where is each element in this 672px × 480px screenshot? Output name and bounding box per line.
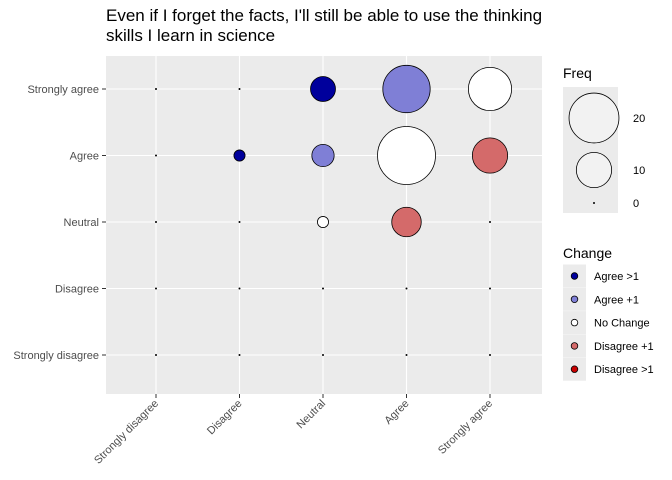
size-legend-key-20	[568, 92, 620, 144]
color-legend-key-agree-1	[570, 295, 579, 303]
point-strongly-disagree-strongly-disagree	[155, 354, 157, 356]
point-neutral-strongly-agree	[310, 76, 336, 102]
color-legend-key-disagree-1	[570, 365, 579, 373]
color-legend-label-no-change: No Change	[594, 318, 650, 330]
size-legend: Freq 20 10 0	[563, 65, 645, 213]
size-legend-label-10: 10	[633, 165, 645, 177]
point-agree-agree	[377, 126, 436, 185]
point-strongly-agree-neutral	[489, 221, 491, 223]
point-agree-disagree	[405, 287, 408, 290]
point-disagree-strongly-disagree	[238, 354, 241, 356]
color-legend-key-agree-1	[570, 272, 579, 280]
x-tick-label-strongly-disagree: Strongly disagree	[92, 398, 161, 467]
point-neutral-strongly-disagree	[322, 354, 324, 356]
point-neutral-disagree	[322, 287, 324, 290]
x-axis: Strongly disagree Disagree Neutral Agree Str…	[92, 394, 495, 467]
y-tick-label-disagree: Disagree	[55, 284, 99, 296]
color-legend-label-agree-1: Agree >1	[594, 271, 639, 283]
point-strongly-agree-strongly-disagree	[489, 354, 491, 356]
x-tick-label-neutral: Neutral	[295, 398, 329, 432]
size-legend-label-0: 0	[633, 198, 639, 210]
point-disagree-disagree	[238, 287, 241, 290]
point-strongly-disagree-disagree	[155, 287, 157, 290]
point-strongly-disagree-strongly-agree	[155, 88, 157, 90]
point-strongly-agree-strongly-agree	[467, 66, 513, 112]
point-disagree-agree	[233, 149, 246, 162]
point-agree-strongly-agree	[382, 64, 431, 114]
size-legend-title: Freq	[563, 65, 592, 81]
chart-title-line-2: skills I learn in science	[106, 26, 275, 45]
x-tick-label-disagree: Disagree	[205, 398, 245, 438]
point-neutral-agree	[311, 143, 335, 168]
x-tick-label-strongly-agree: Strongly agree	[436, 398, 495, 457]
y-tick-label-strongly-agree: Strongly agree	[27, 84, 99, 96]
size-legend-label-20: 20	[633, 113, 645, 125]
color-legend-key-no-change	[570, 318, 579, 327]
color-legend-title: Change	[563, 245, 612, 261]
color-legend-label-disagree-1: Disagree >1	[594, 364, 654, 376]
size-legend-key-0	[593, 202, 595, 204]
color-legend-key-disagree-1	[570, 342, 579, 350]
data-points	[155, 64, 513, 356]
point-agree-neutral	[391, 206, 422, 238]
point-disagree-neutral	[238, 221, 241, 223]
color-legend-label-disagree-1: Disagree +1	[594, 341, 654, 353]
point-strongly-disagree-agree	[155, 154, 157, 157]
y-axis: Strongly disagree Disagree Neutral Agree Str…	[13, 84, 106, 362]
point-strongly-agree-agree	[471, 137, 509, 174]
chart-title-line-1: Even if I forget the facts, I'll still b…	[106, 6, 542, 25]
point-strongly-agree-disagree	[489, 287, 491, 290]
y-tick-label-agree: Agree	[70, 151, 99, 163]
point-disagree-strongly-agree	[238, 88, 241, 90]
size-legend-key-10	[575, 151, 613, 189]
x-tick-label-agree: Agree	[382, 398, 411, 427]
point-strongly-disagree-neutral	[155, 221, 157, 223]
color-legend-label-agree-1: Agree +1	[594, 294, 639, 306]
y-tick-label-neutral: Neutral	[64, 217, 99, 229]
color-legend: Change Agree >1 Agree +1 No Change Disagree…	[563, 245, 654, 381]
point-neutral-neutral	[317, 216, 329, 228]
point-agree-strongly-disagree	[405, 354, 408, 356]
y-tick-label-strongly-disagree: Strongly disagree	[13, 350, 99, 362]
